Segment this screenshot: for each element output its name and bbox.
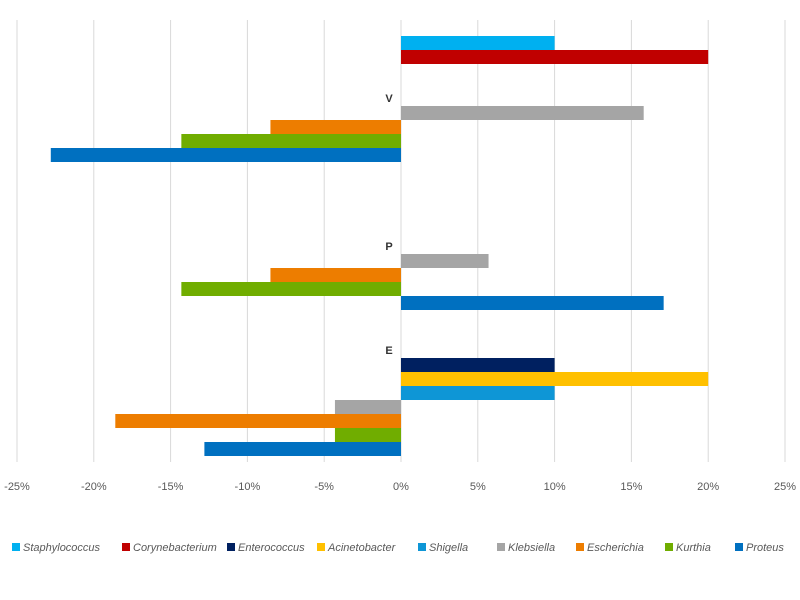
x-tick-label: 0%	[393, 481, 409, 493]
x-tick-label: -10%	[235, 481, 261, 493]
legend: Staphylococcus Corynebacterium Enterococcu…	[12, 542, 784, 554]
legend-label: Enterococcus	[238, 542, 305, 554]
legend-swatch	[735, 543, 743, 551]
legend-label: Escherichia	[587, 542, 644, 554]
bar-proteus-P	[401, 296, 664, 310]
bar-klebsiella-E	[334, 400, 401, 414]
legend-label: Acinetobacter	[327, 542, 397, 554]
bar-klebsiella-V	[401, 106, 644, 120]
legend-item-staphylococcus: Staphylococcus	[12, 542, 101, 554]
x-tick-label: 15%	[620, 481, 642, 493]
category-label: E	[385, 345, 392, 357]
bar-corynebacterium-top	[401, 50, 709, 64]
bar-klebsiella-P	[401, 254, 489, 268]
legend-item-enterococcus: Enterococcus	[227, 542, 305, 554]
legend-swatch	[227, 543, 235, 551]
bar-kurthia-V	[181, 134, 401, 148]
x-tick-label: 5%	[470, 481, 486, 493]
x-tick-label: 25%	[774, 481, 796, 493]
bar-staphylococcus-top	[401, 36, 555, 50]
legend-label: Staphylococcus	[23, 542, 101, 554]
x-tick-label: -25%	[4, 481, 30, 493]
legend-label: Corynebacterium	[133, 542, 217, 554]
legend-swatch	[576, 543, 584, 551]
bar-proteus-E	[204, 442, 401, 456]
bars	[50, 36, 709, 456]
legend-swatch	[317, 543, 325, 551]
legend-item-escherichia: Escherichia	[576, 542, 644, 554]
legend-item-kurthia: Kurthia	[665, 542, 711, 554]
legend-label: Shigella	[429, 542, 468, 554]
bar-proteus-V	[50, 148, 402, 162]
legend-swatch	[12, 543, 20, 551]
gridlines	[16, 20, 786, 462]
x-tick-label: -15%	[158, 481, 184, 493]
legend-swatch	[497, 543, 505, 551]
category-label: V	[385, 93, 393, 105]
legend-label: Klebsiella	[508, 542, 555, 554]
bar-escherichia-P	[270, 268, 401, 282]
bar-kurthia-E	[334, 428, 401, 442]
legend-item-corynebacterium: Corynebacterium	[122, 542, 217, 554]
category-label: P	[385, 241, 392, 253]
legend-item-acinetobacter: Acinetobacter	[317, 542, 397, 554]
bar-escherichia-V	[270, 120, 401, 134]
bar-escherichia-E	[115, 414, 401, 428]
legend-item-proteus: Proteus	[735, 542, 784, 554]
legend-item-klebsiella: Klebsiella	[497, 542, 555, 554]
legend-swatch	[665, 543, 673, 551]
bar-shigella-E	[401, 386, 555, 400]
bar-kurthia-P	[181, 282, 401, 296]
x-tick-label: -5%	[314, 481, 334, 493]
x-tick-label: -20%	[81, 481, 107, 493]
bar-acinetobacter-E	[401, 372, 709, 386]
legend-swatch	[122, 543, 130, 551]
legend-label: Proteus	[746, 542, 784, 554]
legend-item-shigella: Shigella	[418, 542, 468, 554]
category-labels: V P E	[385, 93, 393, 357]
x-axis-ticks: -25% -20% -15% -10% -5% 0% 5% 10% 15% 20% 25%	[4, 481, 796, 493]
x-tick-label: 20%	[697, 481, 719, 493]
legend-swatch	[418, 543, 426, 551]
legend-label: Kurthia	[676, 542, 711, 554]
bar-enterococcus-E	[401, 358, 555, 372]
x-tick-label: 10%	[544, 481, 566, 493]
